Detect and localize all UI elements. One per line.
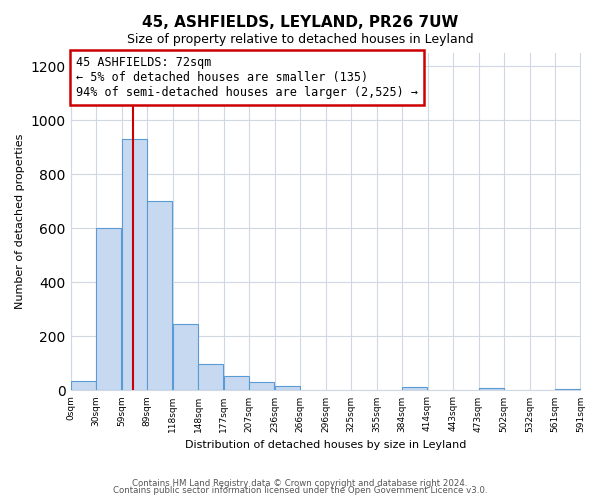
Bar [275,386,300,390]
Bar [71,381,96,390]
Bar [249,382,274,390]
Text: Size of property relative to detached houses in Leyland: Size of property relative to detached ho… [127,32,473,46]
Bar [147,201,172,390]
Text: Contains public sector information licensed under the Open Government Licence v3: Contains public sector information licen… [113,486,487,495]
Bar [198,364,223,390]
Bar [479,388,504,390]
Text: 45 ASHFIELDS: 72sqm
← 5% of detached houses are smaller (135)
94% of semi-detach: 45 ASHFIELDS: 72sqm ← 5% of detached hou… [76,56,418,99]
Text: Contains HM Land Registry data © Crown copyright and database right 2024.: Contains HM Land Registry data © Crown c… [132,478,468,488]
Text: 45, ASHFIELDS, LEYLAND, PR26 7UW: 45, ASHFIELDS, LEYLAND, PR26 7UW [142,15,458,30]
Bar [555,389,580,390]
Y-axis label: Number of detached properties: Number of detached properties [15,134,25,309]
Bar [224,376,249,390]
X-axis label: Distribution of detached houses by size in Leyland: Distribution of detached houses by size … [185,440,466,450]
Bar [96,228,121,390]
Bar [122,139,147,390]
Bar [402,387,427,390]
Bar [173,324,198,390]
